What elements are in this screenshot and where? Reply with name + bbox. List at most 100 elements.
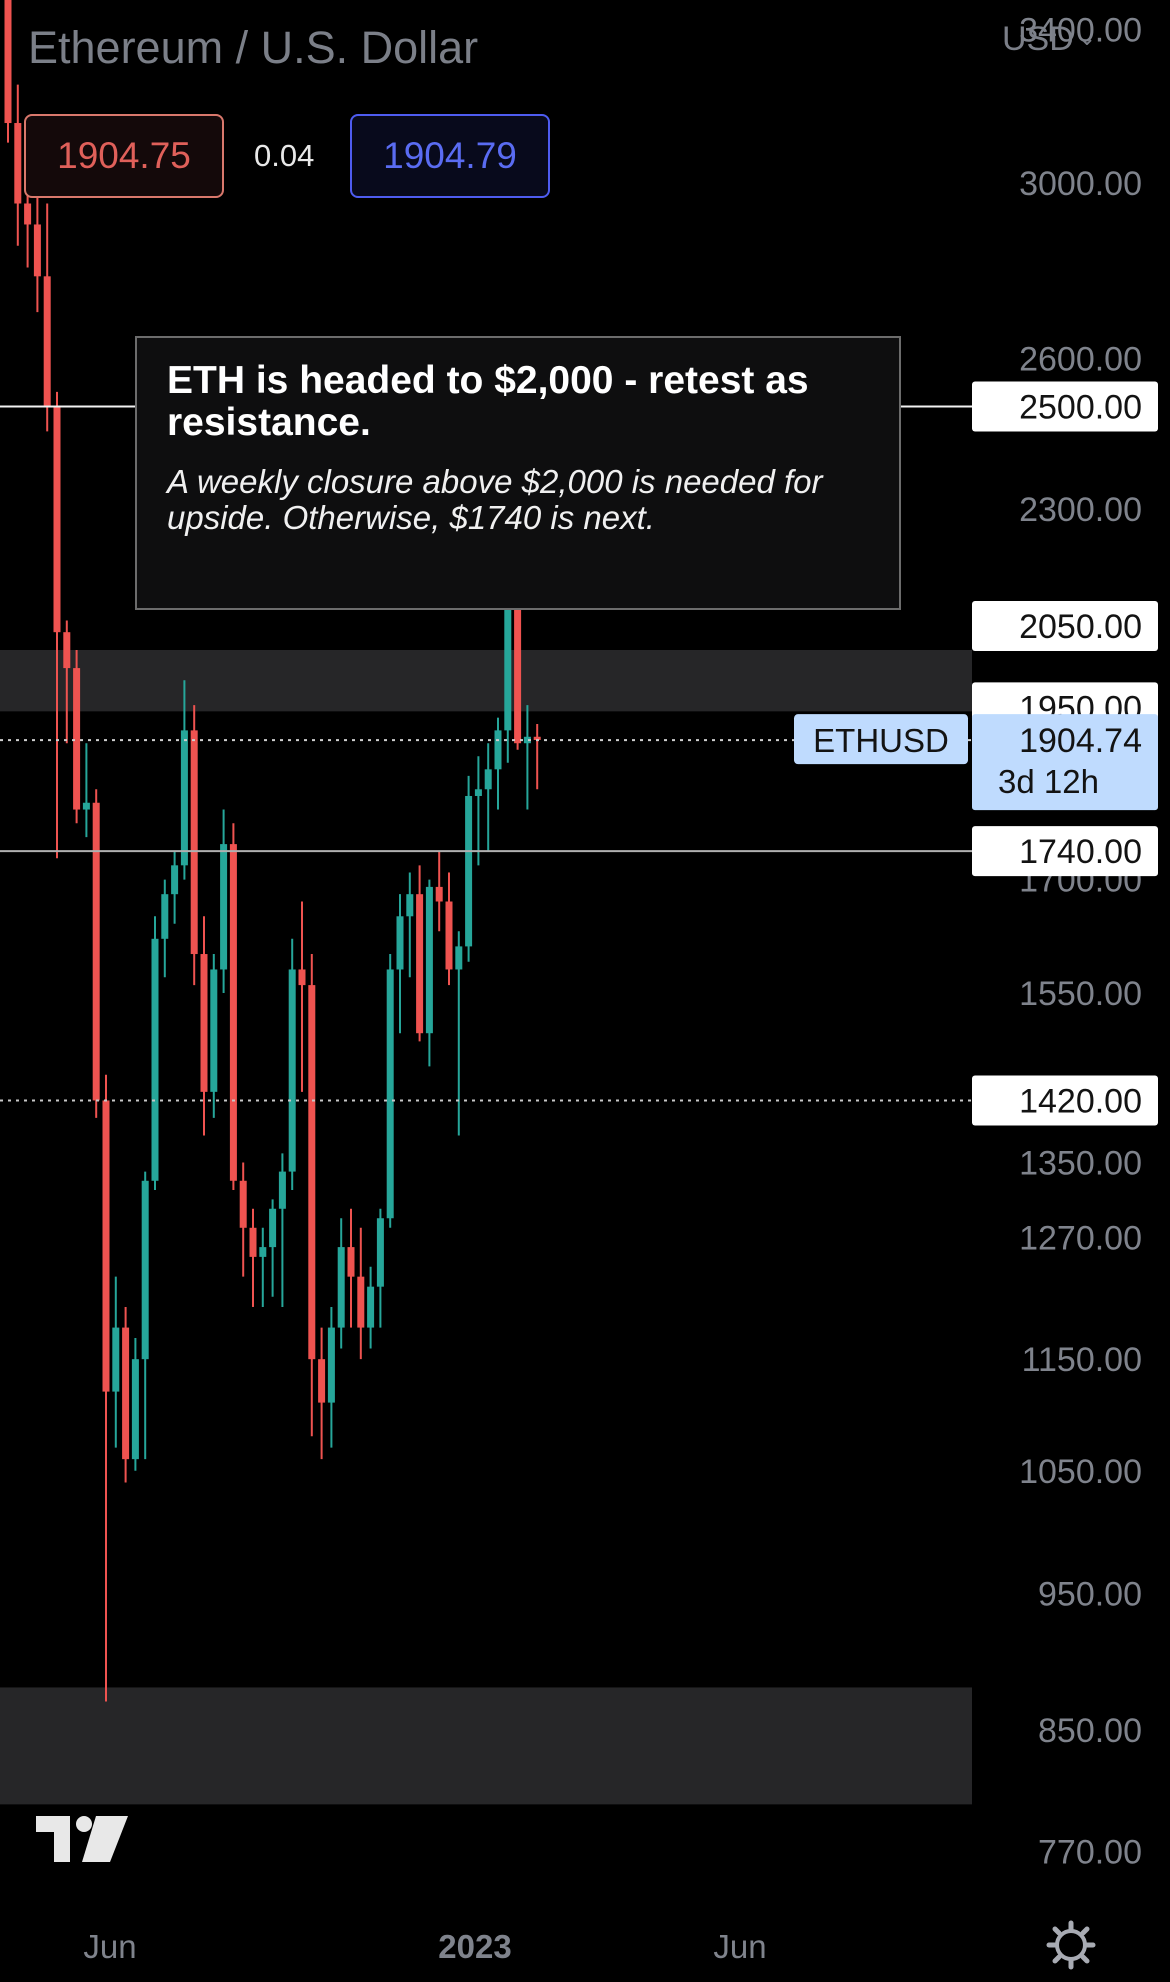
y-tick-label: 1150.00 [1022,1341,1142,1379]
symbol-tag-bg [794,714,968,765]
candle-body [484,769,492,790]
candle-down [357,1227,365,1360]
annotation-text: A weekly closure above $2,000 is needed … [167,463,823,536]
candle-body [14,123,22,204]
candle-body [200,954,208,1092]
candle-body [425,886,433,1034]
candle-down [416,865,424,1042]
y-tick-label: 3400.00 [1019,11,1142,49]
candle-body [288,969,296,1172]
candle-body [406,894,414,917]
y-tick-label: 3000.00 [1019,165,1142,203]
candle-body [318,1359,326,1403]
candle-up [131,1338,139,1471]
chevron-down-icon: ⌄ [1077,25,1097,50]
currency-label: USD [1002,20,1074,58]
price-axis-label-text: 2050.00 [1019,608,1142,646]
candle-up [220,809,228,993]
candle-down [514,608,522,750]
candle-up [474,756,482,866]
candle-body [337,1247,345,1328]
candle-up [259,1227,267,1307]
candle-down [14,84,22,246]
candle-down [249,1208,257,1307]
symbol-tag: ETHUSD [794,714,968,765]
current-price-text: 1904.74 [1019,722,1142,760]
candle-body [239,1180,247,1228]
candle-body [122,1327,130,1460]
candle-down [4,0,12,143]
x-tick-label: 2023 [438,1928,511,1965]
candle-down [533,723,541,790]
price-axis-label: 1420.00 [972,1075,1158,1126]
candle-up [484,743,492,852]
candle-body [102,1100,110,1392]
candle-up [494,717,502,810]
candle-body [190,730,198,955]
candle-body [63,632,71,669]
candle-body [445,901,453,970]
gear-icon[interactable] [1046,1920,1096,1975]
candle-body [308,985,316,1360]
tradingview-logo-icon[interactable] [36,1816,128,1867]
candle-up [180,680,188,880]
y-tick-label: 1350.00 [1019,1144,1142,1182]
candle-body [249,1227,257,1257]
candle-down [190,705,198,986]
candle-body [367,1286,375,1328]
candle-body [33,224,41,277]
chart-annotation[interactable]: ETH is headed to $2,000 - retest as resi… [135,336,901,610]
candle-up [82,743,90,838]
price-labels: 2500.001740.001420.002050.001950.001904.… [794,381,1158,1126]
y-tick-label: 770.00 [1038,1833,1142,1871]
candle-body [386,969,394,1219]
candle-up [406,872,414,978]
candle-body [474,789,482,796]
candle-up [367,1266,375,1349]
symbol-title[interactable]: Ethereum / U.S. Dollar [28,22,479,73]
candle-down [308,954,316,1437]
symbol-tag-text: ETHUSD [813,722,949,759]
x-tick-label: Jun [83,1928,136,1965]
candle-body [533,736,541,740]
candle-up [161,879,169,978]
candle-up [455,931,463,1136]
candle-down [122,1306,130,1483]
candle-body [455,946,463,970]
candle-up [288,938,296,1191]
buy-price-button[interactable]: 1904.79 [350,114,550,198]
candle-down [239,1162,247,1277]
time-axis[interactable]: Jun 2023 Jun [83,1928,766,1965]
candle-body [131,1359,139,1460]
candle-body [259,1247,267,1257]
currency-selector[interactable]: USD ⌄ [1002,20,1096,59]
y-tick-label: 1270.00 [1019,1219,1142,1257]
price-axis-label-bg [972,1075,1158,1126]
candle-body [92,802,100,1101]
candle-body [141,1180,149,1360]
price-axis[interactable]: 4200.003800.003400.003000.002600.002300.… [1019,0,1142,1871]
candle-body [269,1208,277,1248]
candle-body [82,802,90,810]
candle-down [63,620,71,744]
candle-up [523,705,531,810]
sell-price-button[interactable]: 1904.75 [24,114,224,198]
price-zone [0,1687,972,1805]
price-axis-label-text: 1420.00 [1019,1082,1142,1120]
price-axis-label-bg [972,381,1158,432]
y-tick-label: 2600.00 [1019,340,1142,378]
y-tick-label: 1050.00 [1019,1453,1142,1491]
annotation-title: ETH is headed to $2,000 - retest as resi… [167,359,809,444]
candle-down [43,203,51,432]
candle-body [220,844,228,970]
candle-up [278,1153,286,1307]
candle-up [327,1306,335,1448]
current-price-bg [972,714,1158,811]
y-tick-label: 850.00 [1038,1712,1142,1750]
candle-body [327,1327,335,1403]
y-tick-label: 950.00 [1038,1576,1142,1614]
candle-body [43,276,51,407]
candle-body [112,1327,120,1392]
candle-up [141,1171,149,1460]
